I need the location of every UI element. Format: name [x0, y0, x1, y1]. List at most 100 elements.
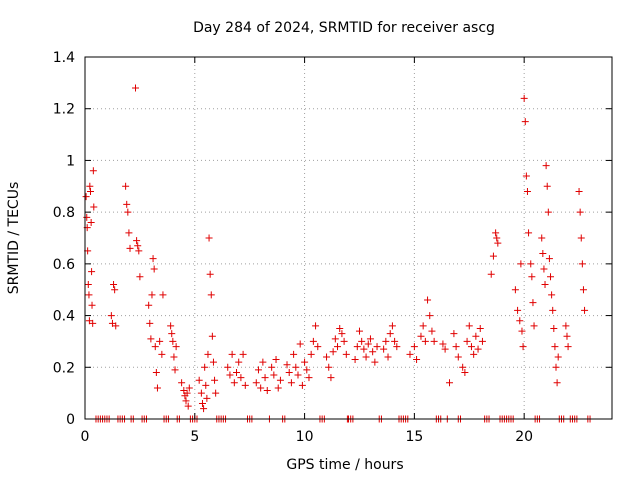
data-point: [252, 379, 260, 387]
data-point: [228, 350, 236, 358]
data-point: [239, 350, 247, 358]
data-point: [336, 325, 344, 332]
data-point: [134, 242, 142, 250]
data-point: [366, 335, 374, 343]
data-point: [85, 291, 93, 299]
data-point: [156, 337, 164, 345]
data-point: [541, 281, 549, 289]
data-point: [564, 343, 572, 351]
data-point: [182, 397, 190, 405]
data-point: [386, 330, 394, 338]
data-point: [329, 348, 337, 356]
data-point: [417, 332, 425, 340]
data-point: [494, 239, 502, 247]
data-point: [170, 353, 178, 361]
data-point: [446, 379, 454, 387]
data-point: [298, 381, 306, 389]
data-point: [125, 229, 133, 237]
data-point: [554, 353, 562, 361]
data-point: [545, 255, 553, 263]
data-point: [307, 350, 315, 358]
data-point: [122, 182, 130, 190]
data-point: [358, 337, 366, 345]
data-point: [314, 343, 322, 351]
y-tick-label: 0.6: [53, 257, 75, 273]
data-point: [551, 343, 559, 351]
data-point: [525, 229, 533, 237]
data-point: [530, 322, 538, 330]
y-tick-label: 1.2: [53, 102, 75, 118]
data-point: [86, 187, 94, 195]
data-point: [83, 213, 91, 221]
data-point: [463, 337, 471, 345]
axis-ticks: [84, 56, 612, 420]
x-tick-label: 15: [405, 429, 423, 445]
data-point: [323, 353, 331, 361]
data-point: [305, 374, 313, 382]
y-axis-label: SRMTID / TECUs: [6, 182, 22, 295]
data-point: [263, 387, 271, 395]
data-point: [384, 353, 392, 361]
data-point: [198, 399, 206, 407]
data-point: [290, 350, 298, 358]
data-point: [86, 182, 94, 190]
data-point: [382, 337, 390, 345]
data-point: [183, 389, 191, 397]
data-point: [441, 345, 449, 353]
data-point: [274, 384, 282, 392]
data-point: [203, 394, 211, 402]
data-point: [527, 260, 535, 268]
data-point: [235, 358, 243, 366]
data-point: [514, 306, 522, 314]
data-point: [158, 350, 166, 358]
data-point: [241, 381, 249, 389]
data-point: [111, 286, 119, 294]
data-point: [362, 353, 370, 361]
data-point: [393, 343, 401, 351]
data-point: [150, 265, 158, 273]
data-point: [200, 405, 208, 413]
y-tick-label: 0.8: [53, 205, 75, 221]
y-tick-label: 1: [66, 153, 75, 169]
data-point: [419, 322, 427, 330]
data-point: [472, 332, 480, 340]
data-point: [391, 337, 399, 345]
data-point: [169, 337, 177, 345]
data-point: [517, 260, 525, 268]
data-point: [254, 366, 262, 374]
data-point: [145, 301, 153, 309]
data-point: [452, 343, 460, 351]
data-point: [268, 363, 276, 371]
data-point: [88, 301, 96, 309]
data-point: [112, 322, 120, 330]
data-point: [439, 340, 447, 348]
data-point: [171, 366, 179, 374]
x-tick-label: 5: [190, 429, 199, 445]
data-point: [270, 371, 278, 379]
data-point: [211, 376, 219, 384]
x-tick-label: 10: [296, 429, 314, 445]
data-point: [276, 376, 284, 384]
data-point: [153, 384, 161, 392]
data-point: [331, 335, 339, 343]
data-point: [209, 358, 217, 366]
data-point: [424, 296, 432, 304]
data-point: [283, 361, 291, 369]
data-point: [511, 286, 519, 294]
data-point: [178, 379, 186, 387]
data-point: [547, 273, 555, 281]
data-point: [342, 350, 350, 358]
data-point: [334, 343, 342, 351]
data-point: [493, 234, 501, 242]
data-point: [428, 327, 436, 335]
data-point: [523, 187, 531, 195]
data-point: [465, 322, 473, 330]
data-point: [82, 193, 90, 201]
y-tick-label: 0.4: [53, 309, 75, 325]
grid-lines: [85, 57, 612, 419]
data-point: [168, 330, 176, 338]
data-point: [340, 337, 348, 345]
data-point: [538, 234, 546, 242]
data-point: [575, 187, 583, 195]
data-point: [327, 374, 335, 382]
